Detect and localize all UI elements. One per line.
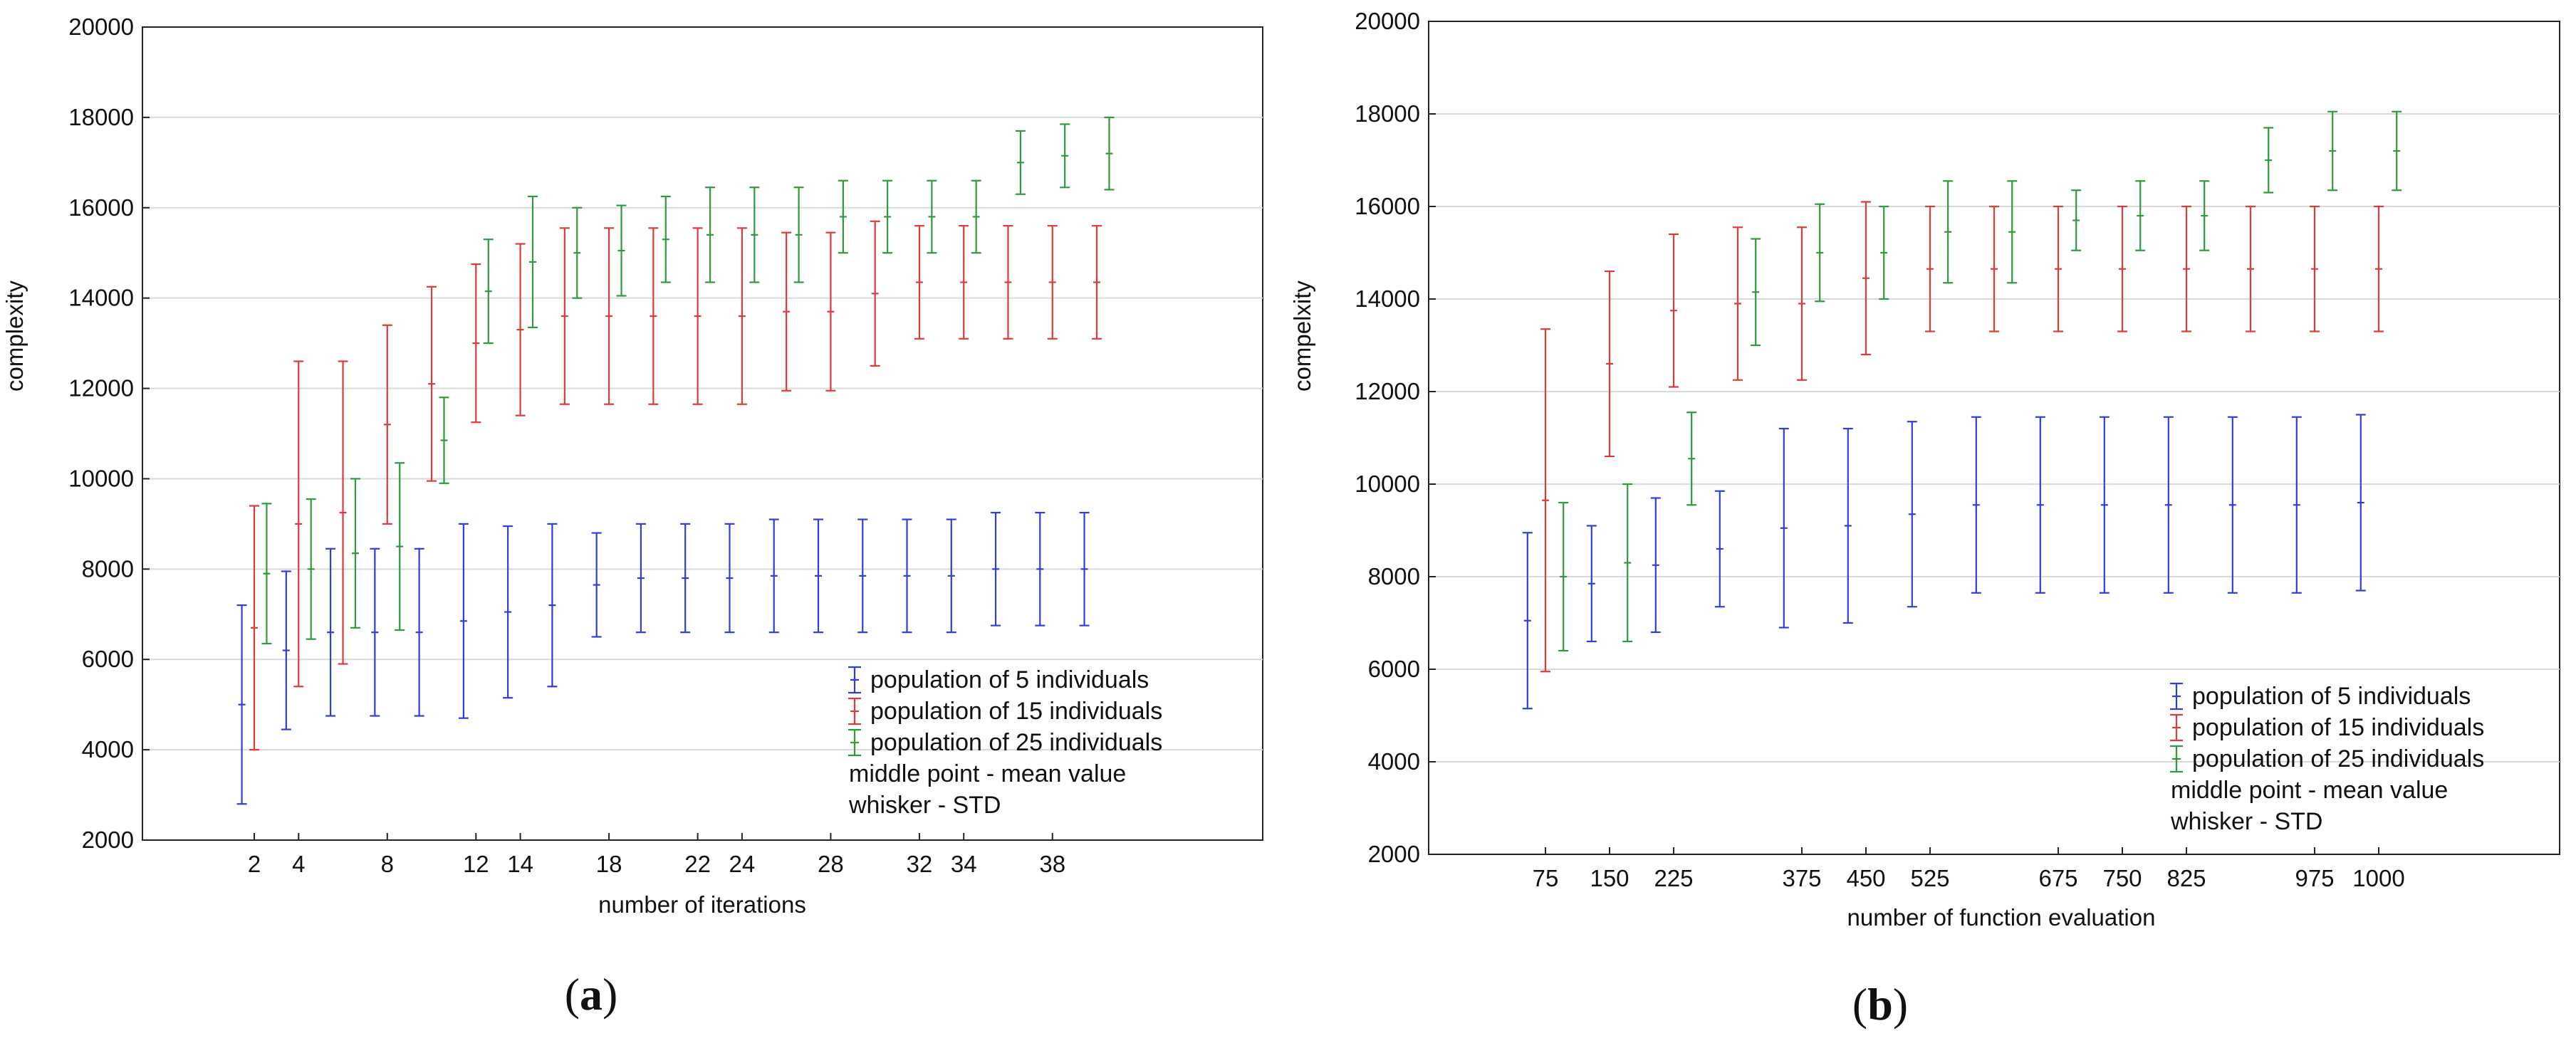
legend-note: whisker - STD [2170,808,2322,835]
x-tick-label: 8 [381,851,394,877]
y-tick-label: 4000 [82,736,134,762]
x-tick-label: 18 [596,851,622,877]
series-2 [1540,201,2384,673]
legend-note: whisker - STD [848,792,1001,819]
y-tick-label: 20000 [68,14,134,40]
x-tick-label: 225 [1654,865,1693,891]
y-tick-label: 10000 [68,465,134,491]
chart-panel-b: 2000 4000 6000 8000 10000 12000 14000 16000 1800… [1289,8,2560,1029]
legend-entry: population of 25 individuals [870,729,1162,756]
y-tick-label: 6000 [1368,656,1420,682]
plot-frame [1428,21,2560,855]
chart-panel-a: 2000 4000 6000 8000 10000 12000 14000 16000 1800… [1,14,1263,1020]
y-tick-label: 16000 [68,194,134,221]
legend-note: middle point - mean value [849,760,1126,787]
x-tick-label: 12 [463,851,489,877]
legend-entry: population of 25 individuals [2192,745,2484,772]
x-tick-label: 28 [818,851,844,877]
x-tick-label: 825 [2166,865,2206,891]
y-tick-label: 2000 [1368,841,1420,867]
x-tick-label: 14 [507,851,533,877]
x-tick-label: 24 [729,851,756,877]
series-1 [236,511,1090,805]
legend-note: middle point - mean value [2171,777,2448,804]
y-axis-label: complexity [1,281,28,392]
x-tick-label: 975 [2295,865,2334,891]
x-tick-label: 1000 [2352,865,2404,891]
legend-entry: population of 15 individuals [2192,714,2484,741]
plot-frame [142,26,1263,841]
legend: population of 5 individuals population of… [848,666,1162,819]
legend-entry: population of 5 individuals [2192,683,2471,710]
x-tick-label: 75 [1533,865,1559,891]
y-tick-label: 8000 [82,555,134,582]
y-tick-label: 2000 [82,827,134,853]
y-tick-label: 18000 [1355,100,1420,127]
series-3 [261,116,1115,645]
x-tick-label: 450 [1846,865,1885,891]
series-3 [1558,110,2402,652]
legend-entry: population of 5 individuals [870,666,1149,693]
series-1 [1522,414,2366,710]
x-tick-label: 525 [1910,865,1949,891]
legend-entry: population of 15 individuals [870,698,1162,725]
x-tick-label: 38 [1039,851,1065,877]
y-tick-label: 16000 [1355,193,1420,219]
y-tick-label: 14000 [68,285,134,311]
series-2 [249,220,1102,751]
panel-label: (a) [565,969,618,1020]
x-tick-label: 375 [1782,865,1821,891]
y-tick-label: 12000 [68,375,134,402]
y-tick-label: 10000 [1355,471,1420,497]
x-tick-label: 750 [2102,865,2142,891]
y-tick-label: 14000 [1355,285,1420,312]
y-axis-label: compelxity [1289,281,1315,392]
y-tick-label: 12000 [1355,378,1420,404]
legend: population of 5 individuals population of… [2170,682,2484,835]
x-axis-label: number of function evaluation [1847,904,2156,931]
y-tick-label: 4000 [1368,748,1420,775]
x-tick-label: 32 [907,851,933,877]
panel-label: (b) [1852,979,1908,1029]
x-tick-label: 675 [2038,865,2077,891]
x-axis-label: number of iterations [598,891,806,918]
x-tick-label: 34 [951,851,977,877]
y-tick-label: 8000 [1368,563,1420,589]
y-tick-label: 6000 [82,646,134,672]
x-tick-label: 4 [292,851,305,877]
y-tick-label: 18000 [68,104,134,130]
y-tick-label: 20000 [1355,8,1420,34]
x-tick-label: 22 [684,851,711,877]
x-tick-label: 2 [248,851,261,877]
x-tick-label: 150 [1590,865,1629,891]
